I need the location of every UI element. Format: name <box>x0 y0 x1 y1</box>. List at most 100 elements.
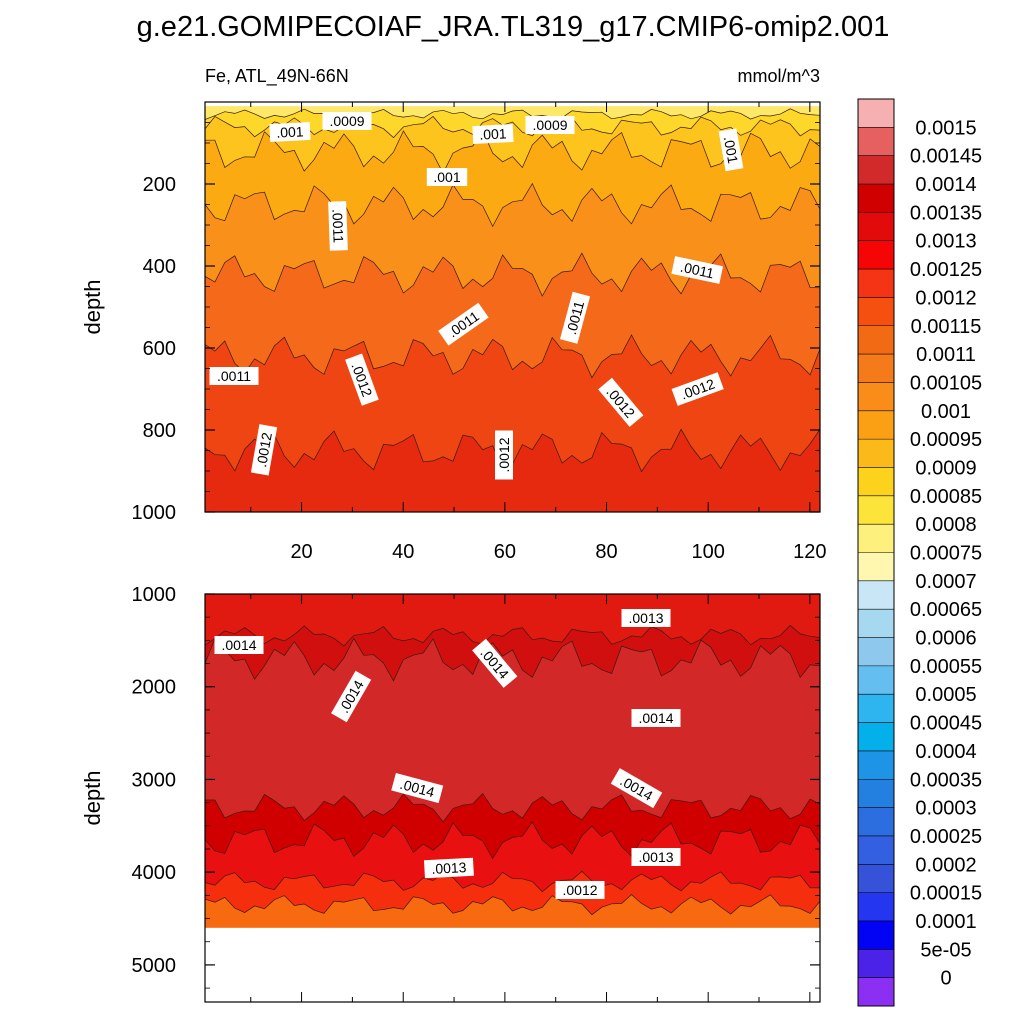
y-tick-label: 3000 <box>132 769 177 791</box>
x-tick-label: 80 <box>595 541 617 563</box>
y-tick-label: 800 <box>143 420 176 442</box>
upper-depth-axis-label: depth <box>80 279 105 334</box>
colorbar-label: 0.00085 <box>910 486 982 508</box>
colorbar-swatch <box>858 779 894 809</box>
colorbar-label: 0.0012 <box>915 287 976 309</box>
contour-label: .0013 <box>424 857 474 879</box>
colorbar-label: 0.0004 <box>915 741 976 763</box>
svg-text:.0014: .0014 <box>221 637 256 653</box>
svg-text:.0009: .0009 <box>329 113 364 129</box>
svg-text:.0011: .0011 <box>329 209 346 244</box>
colorbar-label: 0 <box>940 968 951 990</box>
colorbar-label: 0.0001 <box>915 911 976 933</box>
contour-label: .0011 <box>328 201 348 251</box>
colorbar-label: 0.00075 <box>910 543 982 565</box>
colorbar-swatch <box>858 637 894 667</box>
units-label: mmol/m^3 <box>738 66 820 86</box>
colorbar-label: 0.0009 <box>915 457 976 479</box>
colorbar-swatch <box>858 609 894 639</box>
colorbar-swatch <box>858 694 894 724</box>
svg-text:.001: .001 <box>276 123 304 140</box>
svg-text:.0012: .0012 <box>496 437 512 472</box>
contour-label: .0014 <box>631 709 681 727</box>
colorbar-label: 0.00035 <box>910 769 982 791</box>
svg-text:.001: .001 <box>721 135 742 165</box>
svg-text:.0011: .0011 <box>217 368 251 384</box>
colorbar-label: 0.0002 <box>915 854 976 876</box>
contour-label: .0013 <box>621 609 671 627</box>
contour-label: .001 <box>472 123 514 145</box>
colorbar-swatch <box>858 495 894 525</box>
colorbar-label: 0.0003 <box>915 798 976 820</box>
colorbar-swatch <box>858 524 894 553</box>
contour-label: .0009 <box>322 112 372 130</box>
colorbar-swatch <box>858 949 894 979</box>
svg-text:.0011: .0011 <box>679 259 716 282</box>
colorbar-swatch <box>858 920 894 950</box>
colorbar-swatch <box>858 807 894 837</box>
colorbar-label: 0.0013 <box>915 231 976 253</box>
colorbar-swatch <box>858 580 894 610</box>
y-tick-label: 1000 <box>132 502 177 524</box>
colorbar-swatch <box>858 382 894 412</box>
colorbar-label: 0.00025 <box>910 826 982 848</box>
svg-text:.0013: .0013 <box>431 859 467 877</box>
contour-label: .0012 <box>250 424 278 476</box>
plot-frame <box>204 593 821 1003</box>
colorbar-swatch <box>858 977 894 1007</box>
panel-lower: .0013.0014.0014.0014.0014.0014.0014.0013… <box>132 584 821 1003</box>
colorbar-swatch <box>858 325 894 355</box>
colorbar-swatch <box>858 354 894 383</box>
y-tick-label: 1000 <box>132 584 177 606</box>
colorbar-swatch <box>858 864 894 894</box>
colorbar-label: 0.00095 <box>910 429 982 451</box>
colorbar-label: 0.00055 <box>910 656 982 678</box>
colorbar-swatch <box>858 835 894 865</box>
y-tick-label: 5000 <box>132 955 177 977</box>
colorbar-swatch <box>858 297 894 327</box>
contour-label: .0014 <box>214 636 264 654</box>
svg-text:.0014: .0014 <box>638 710 673 726</box>
x-tick-label: 40 <box>392 541 414 563</box>
lower-depth-axis-label: depth <box>80 770 105 825</box>
variable-label: Fe, ATL_49N-66N <box>205 66 349 87</box>
svg-text:.0012: .0012 <box>562 882 597 898</box>
y-tick-label: 200 <box>143 174 176 196</box>
colorbar-label: 0.0008 <box>915 514 976 536</box>
colorbar-label: 0.001 <box>921 401 971 423</box>
svg-text:.0009: .0009 <box>532 117 567 133</box>
contour-label: .0012 <box>555 881 605 899</box>
colorbar-swatch <box>858 552 894 582</box>
colorbar-label: 0.00115 <box>911 316 982 338</box>
colorbar-label: 0.00105 <box>910 372 982 394</box>
svg-text:.0012: .0012 <box>253 431 275 468</box>
y-tick-label: 4000 <box>132 862 177 884</box>
colorbar-label: 0.00145 <box>910 146 982 168</box>
contour-label: .0013 <box>631 848 681 866</box>
x-tick-label: 100 <box>691 541 724 563</box>
colorbar-label: 0.00015 <box>910 883 982 905</box>
colorbar-label: 0.0014 <box>915 174 976 196</box>
panel-upper: .001 .0009 .001 .0009 .001 .001 .0011 .0011 .001… <box>132 101 827 563</box>
colorbar-swatch <box>858 750 894 780</box>
colorbar-label: 0.0011 <box>916 344 976 366</box>
colorbar-label: 5e-05 <box>920 939 971 961</box>
colorbar-swatch <box>858 892 894 922</box>
colorbar-swatch <box>858 467 894 497</box>
colorbar-label: 0.00065 <box>910 599 982 621</box>
colorbar-swatch <box>858 127 894 157</box>
colorbar-swatch <box>858 212 894 242</box>
y-tick-label: 400 <box>143 256 176 278</box>
colorbar: 0.0015 0.00145 0.0014 0.00135 0.0013 0.00125 0… <box>857 98 982 1007</box>
svg-text:.001: .001 <box>433 169 460 185</box>
colorbar-swatch <box>858 99 894 128</box>
colorbar-swatch <box>858 439 894 468</box>
svg-text:.001: .001 <box>479 125 507 142</box>
colorbar-swatch <box>858 722 894 752</box>
contour-label: .0011 <box>209 367 259 385</box>
svg-text:.0013: .0013 <box>628 610 663 626</box>
colorbar-swatch <box>858 665 894 695</box>
chart-title: g.e21.GOMIPECOIAF_JRA.TL319_g17.CMIP6-om… <box>137 11 890 43</box>
colorbar-label: 0.00135 <box>910 202 982 224</box>
contour-label: .001 <box>269 121 311 143</box>
